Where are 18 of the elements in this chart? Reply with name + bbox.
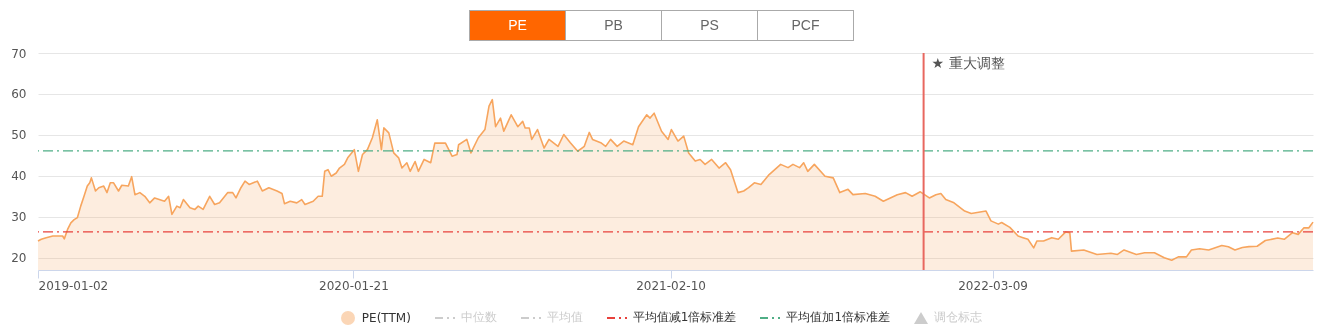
x-tick-label: 2021-02-10	[636, 278, 706, 293]
text: PS	[661, 11, 757, 40]
y-tick-label: 50	[11, 128, 27, 143]
ref-line-label: ★ 重大调整	[931, 55, 1005, 71]
text: PCF	[757, 11, 853, 40]
text: PE	[470, 11, 565, 40]
x-tick-label: 2020-01-21	[319, 278, 389, 293]
legend-label: 平均值加1倍标准差	[786, 309, 891, 326]
y-tick-label: 30	[11, 210, 27, 225]
legend-label: 平均值减1倍标准差	[632, 309, 737, 326]
text: PB	[565, 11, 661, 40]
y-tick-label: 40	[11, 169, 27, 184]
y-tick-label: 60	[11, 87, 27, 102]
x-tick-label: 2022-03-09	[958, 278, 1028, 293]
x-tick-label: 2019-01-02	[38, 278, 109, 293]
y-tick-label: 20	[11, 251, 27, 266]
y-tick-label: 70	[11, 46, 27, 61]
legend-label: PE(TTM)	[361, 310, 411, 325]
